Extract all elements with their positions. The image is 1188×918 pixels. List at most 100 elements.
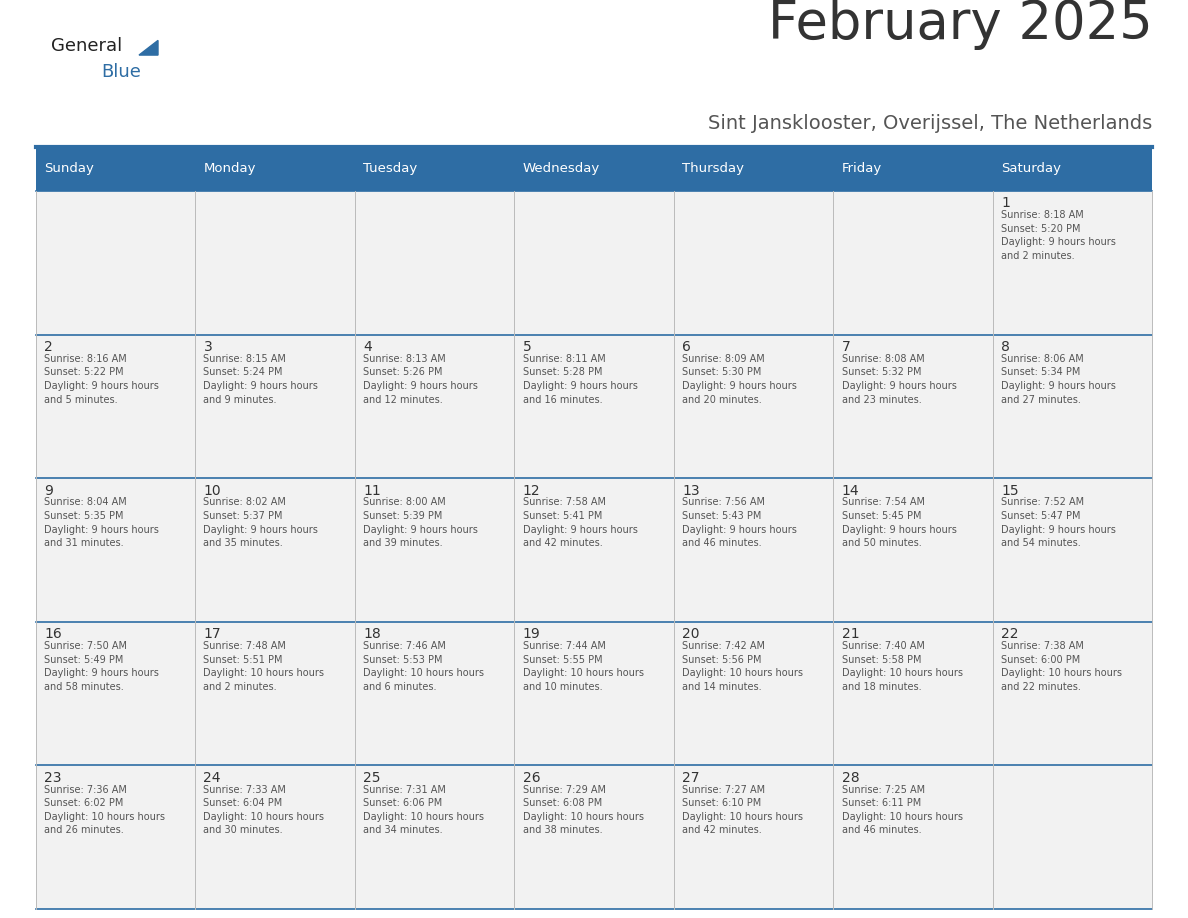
- Text: Sunday: Sunday: [44, 162, 94, 175]
- Text: Sunrise: 8:04 AM
Sunset: 5:35 PM
Daylight: 9 hours hours
and 31 minutes.: Sunrise: 8:04 AM Sunset: 5:35 PM Dayligh…: [44, 498, 159, 548]
- Text: 23: 23: [44, 771, 62, 785]
- FancyBboxPatch shape: [36, 191, 195, 334]
- Text: Sunrise: 7:25 AM
Sunset: 6:11 PM
Daylight: 10 hours hours
and 46 minutes.: Sunrise: 7:25 AM Sunset: 6:11 PM Dayligh…: [841, 785, 962, 835]
- Text: Sunrise: 7:36 AM
Sunset: 6:02 PM
Daylight: 10 hours hours
and 26 minutes.: Sunrise: 7:36 AM Sunset: 6:02 PM Dayligh…: [44, 785, 165, 835]
- Text: 4: 4: [364, 340, 372, 354]
- Text: Sunrise: 8:00 AM
Sunset: 5:39 PM
Daylight: 9 hours hours
and 39 minutes.: Sunrise: 8:00 AM Sunset: 5:39 PM Dayligh…: [364, 498, 478, 548]
- Text: 10: 10: [203, 484, 221, 498]
- FancyBboxPatch shape: [355, 147, 514, 191]
- FancyBboxPatch shape: [36, 621, 195, 766]
- Text: 12: 12: [523, 484, 541, 498]
- Text: Sunrise: 8:13 AM
Sunset: 5:26 PM
Daylight: 9 hours hours
and 12 minutes.: Sunrise: 8:13 AM Sunset: 5:26 PM Dayligh…: [364, 353, 478, 405]
- Text: 8: 8: [1001, 340, 1010, 354]
- Text: Thursday: Thursday: [682, 162, 744, 175]
- FancyBboxPatch shape: [355, 191, 514, 334]
- FancyBboxPatch shape: [195, 766, 355, 909]
- FancyBboxPatch shape: [195, 621, 355, 766]
- FancyBboxPatch shape: [514, 191, 674, 334]
- Text: 2: 2: [44, 340, 52, 354]
- Text: 22: 22: [1001, 627, 1018, 641]
- FancyBboxPatch shape: [514, 766, 674, 909]
- Text: 3: 3: [203, 340, 213, 354]
- Text: 11: 11: [364, 484, 381, 498]
- Text: Sunrise: 7:44 AM
Sunset: 5:55 PM
Daylight: 10 hours hours
and 10 minutes.: Sunrise: 7:44 AM Sunset: 5:55 PM Dayligh…: [523, 641, 644, 692]
- FancyBboxPatch shape: [993, 191, 1152, 334]
- Text: 21: 21: [841, 627, 859, 641]
- FancyBboxPatch shape: [36, 334, 195, 478]
- FancyBboxPatch shape: [36, 478, 195, 621]
- FancyBboxPatch shape: [833, 191, 993, 334]
- Text: Sunrise: 8:16 AM
Sunset: 5:22 PM
Daylight: 9 hours hours
and 5 minutes.: Sunrise: 8:16 AM Sunset: 5:22 PM Dayligh…: [44, 353, 159, 405]
- Text: 9: 9: [44, 484, 52, 498]
- Text: 14: 14: [841, 484, 859, 498]
- Text: 5: 5: [523, 340, 531, 354]
- Text: 24: 24: [203, 771, 221, 785]
- FancyBboxPatch shape: [195, 334, 355, 478]
- FancyBboxPatch shape: [514, 621, 674, 766]
- Text: Sunrise: 7:52 AM
Sunset: 5:47 PM
Daylight: 9 hours hours
and 54 minutes.: Sunrise: 7:52 AM Sunset: 5:47 PM Dayligh…: [1001, 498, 1116, 548]
- Text: Sunrise: 7:48 AM
Sunset: 5:51 PM
Daylight: 10 hours hours
and 2 minutes.: Sunrise: 7:48 AM Sunset: 5:51 PM Dayligh…: [203, 641, 324, 692]
- FancyBboxPatch shape: [514, 147, 674, 191]
- FancyBboxPatch shape: [674, 191, 833, 334]
- Text: Sunrise: 7:33 AM
Sunset: 6:04 PM
Daylight: 10 hours hours
and 30 minutes.: Sunrise: 7:33 AM Sunset: 6:04 PM Dayligh…: [203, 785, 324, 835]
- FancyBboxPatch shape: [355, 766, 514, 909]
- FancyBboxPatch shape: [674, 621, 833, 766]
- Text: 20: 20: [682, 627, 700, 641]
- FancyBboxPatch shape: [355, 334, 514, 478]
- FancyBboxPatch shape: [993, 766, 1152, 909]
- FancyBboxPatch shape: [674, 147, 833, 191]
- Text: Sunrise: 8:09 AM
Sunset: 5:30 PM
Daylight: 9 hours hours
and 20 minutes.: Sunrise: 8:09 AM Sunset: 5:30 PM Dayligh…: [682, 353, 797, 405]
- Text: 1: 1: [1001, 196, 1010, 210]
- Text: Sunrise: 7:46 AM
Sunset: 5:53 PM
Daylight: 10 hours hours
and 6 minutes.: Sunrise: 7:46 AM Sunset: 5:53 PM Dayligh…: [364, 641, 484, 692]
- Text: Sunrise: 7:42 AM
Sunset: 5:56 PM
Daylight: 10 hours hours
and 14 minutes.: Sunrise: 7:42 AM Sunset: 5:56 PM Dayligh…: [682, 641, 803, 692]
- FancyBboxPatch shape: [833, 766, 993, 909]
- Text: Sunrise: 7:31 AM
Sunset: 6:06 PM
Daylight: 10 hours hours
and 34 minutes.: Sunrise: 7:31 AM Sunset: 6:06 PM Dayligh…: [364, 785, 484, 835]
- FancyBboxPatch shape: [195, 478, 355, 621]
- Text: Friday: Friday: [841, 162, 881, 175]
- FancyBboxPatch shape: [833, 621, 993, 766]
- FancyBboxPatch shape: [674, 766, 833, 909]
- Text: Sunrise: 7:38 AM
Sunset: 6:00 PM
Daylight: 10 hours hours
and 22 minutes.: Sunrise: 7:38 AM Sunset: 6:00 PM Dayligh…: [1001, 641, 1123, 692]
- Text: 17: 17: [203, 627, 221, 641]
- Text: February 2025: February 2025: [767, 0, 1152, 50]
- Text: Sunrise: 7:58 AM
Sunset: 5:41 PM
Daylight: 9 hours hours
and 42 minutes.: Sunrise: 7:58 AM Sunset: 5:41 PM Dayligh…: [523, 498, 638, 548]
- Text: Sunrise: 7:54 AM
Sunset: 5:45 PM
Daylight: 9 hours hours
and 50 minutes.: Sunrise: 7:54 AM Sunset: 5:45 PM Dayligh…: [841, 498, 956, 548]
- Text: Sint Jansklooster, Overijssel, The Netherlands: Sint Jansklooster, Overijssel, The Nethe…: [708, 114, 1152, 133]
- Text: Sunrise: 8:18 AM
Sunset: 5:20 PM
Daylight: 9 hours hours
and 2 minutes.: Sunrise: 8:18 AM Sunset: 5:20 PM Dayligh…: [1001, 210, 1116, 261]
- FancyBboxPatch shape: [993, 334, 1152, 478]
- Text: Sunrise: 8:08 AM
Sunset: 5:32 PM
Daylight: 9 hours hours
and 23 minutes.: Sunrise: 8:08 AM Sunset: 5:32 PM Dayligh…: [841, 353, 956, 405]
- Text: Sunrise: 7:29 AM
Sunset: 6:08 PM
Daylight: 10 hours hours
and 38 minutes.: Sunrise: 7:29 AM Sunset: 6:08 PM Dayligh…: [523, 785, 644, 835]
- FancyBboxPatch shape: [993, 621, 1152, 766]
- Text: 18: 18: [364, 627, 381, 641]
- Text: 25: 25: [364, 771, 380, 785]
- FancyBboxPatch shape: [355, 621, 514, 766]
- Text: Wednesday: Wednesday: [523, 162, 600, 175]
- Text: Saturday: Saturday: [1001, 162, 1061, 175]
- Text: Tuesday: Tuesday: [364, 162, 417, 175]
- Polygon shape: [139, 40, 158, 55]
- FancyBboxPatch shape: [195, 191, 355, 334]
- Text: Sunrise: 8:06 AM
Sunset: 5:34 PM
Daylight: 9 hours hours
and 27 minutes.: Sunrise: 8:06 AM Sunset: 5:34 PM Dayligh…: [1001, 353, 1116, 405]
- Text: Sunrise: 8:11 AM
Sunset: 5:28 PM
Daylight: 9 hours hours
and 16 minutes.: Sunrise: 8:11 AM Sunset: 5:28 PM Dayligh…: [523, 353, 638, 405]
- FancyBboxPatch shape: [36, 766, 195, 909]
- Text: Sunrise: 7:27 AM
Sunset: 6:10 PM
Daylight: 10 hours hours
and 42 minutes.: Sunrise: 7:27 AM Sunset: 6:10 PM Dayligh…: [682, 785, 803, 835]
- Text: 28: 28: [841, 771, 859, 785]
- Text: 26: 26: [523, 771, 541, 785]
- FancyBboxPatch shape: [674, 478, 833, 621]
- Text: 16: 16: [44, 627, 62, 641]
- FancyBboxPatch shape: [355, 478, 514, 621]
- FancyBboxPatch shape: [514, 334, 674, 478]
- Text: 6: 6: [682, 340, 691, 354]
- FancyBboxPatch shape: [833, 478, 993, 621]
- Text: Sunrise: 8:15 AM
Sunset: 5:24 PM
Daylight: 9 hours hours
and 9 minutes.: Sunrise: 8:15 AM Sunset: 5:24 PM Dayligh…: [203, 353, 318, 405]
- FancyBboxPatch shape: [833, 147, 993, 191]
- Text: Monday: Monday: [203, 162, 255, 175]
- FancyBboxPatch shape: [674, 334, 833, 478]
- FancyBboxPatch shape: [833, 334, 993, 478]
- Text: 13: 13: [682, 484, 700, 498]
- FancyBboxPatch shape: [514, 478, 674, 621]
- Text: 15: 15: [1001, 484, 1019, 498]
- FancyBboxPatch shape: [993, 147, 1152, 191]
- Text: Sunrise: 7:56 AM
Sunset: 5:43 PM
Daylight: 9 hours hours
and 46 minutes.: Sunrise: 7:56 AM Sunset: 5:43 PM Dayligh…: [682, 498, 797, 548]
- FancyBboxPatch shape: [36, 147, 195, 191]
